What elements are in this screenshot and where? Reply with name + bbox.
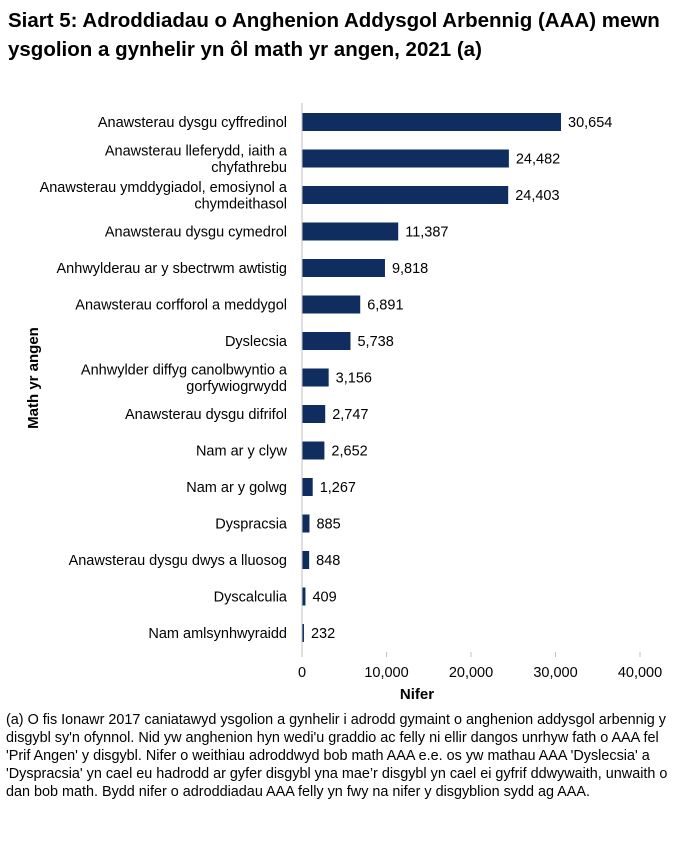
bar [302, 222, 399, 241]
value-label: 1,267 [320, 480, 356, 496]
value-label: 848 [316, 553, 340, 569]
value-label: 6,891 [367, 298, 403, 314]
chart-title: Siart 5: Adroddiadau o Anghenion Addysgo… [8, 9, 660, 61]
category-label: Anhwylder diffyg canolbwyntio a gorfywiog… [81, 362, 288, 395]
value-label: 2,652 [331, 444, 367, 460]
bar [302, 478, 313, 496]
category-label: Anhwylderau ar y sbectrwm awtistig [57, 261, 287, 277]
x-tick-label: 40,000 [618, 665, 662, 681]
bar [302, 587, 306, 606]
x-tick-label: 20,000 [449, 665, 493, 681]
x-tick-label: 30,000 [533, 665, 577, 681]
category-label: Dyspracsia [215, 517, 288, 533]
category-label: Dyscalculia [214, 590, 288, 606]
bar [302, 295, 361, 314]
value-label: 232 [311, 626, 335, 642]
category-label-line: Dyspracsia [215, 517, 288, 533]
bar [302, 405, 326, 423]
bar [302, 368, 329, 387]
bars-layer [302, 113, 562, 642]
bar [302, 186, 509, 204]
category-label: Anawsterau dysgu cyffredinol [98, 115, 287, 131]
category-label-line: Nam ar y golwg [186, 480, 287, 496]
value-label: 409 [312, 590, 336, 606]
category-label-line: Anawsterau dysgu difrifol [125, 407, 287, 423]
bar [302, 332, 351, 350]
category-label: Anawsterau lleferydd, iaith a chyfathrebu [105, 143, 288, 176]
category-label-line: gorfywiogrwydd [186, 379, 287, 395]
category-label-line: Nam amlsynhwyraidd [148, 626, 287, 642]
bar [302, 259, 385, 277]
bar [302, 149, 509, 168]
category-label: Nam ar y clyw [196, 444, 288, 460]
bar [302, 551, 310, 569]
bar [302, 514, 310, 533]
value-label: 5,738 [357, 334, 393, 350]
value-label: 24,403 [515, 188, 559, 204]
category-label: Anawsterau dysgu cymedrol [105, 225, 287, 241]
value-label: 2,747 [332, 407, 368, 423]
category-label: Nam ar y golwg [186, 480, 287, 496]
value-label: 24,482 [516, 152, 560, 168]
category-label: Nam amlsynhwyraidd [148, 626, 287, 642]
bar [302, 113, 562, 131]
category-label-line: Anhwylder diffyg canolbwyntio a [81, 362, 288, 378]
x-tick-label: 10,000 [364, 665, 408, 681]
value-label: 9,818 [392, 261, 428, 277]
category-label-line: Anawsterau dysgu cyffredinol [98, 115, 287, 131]
category-label: Anawsterau dysgu difrifol [125, 407, 287, 423]
category-label-line: Anawsterau dysgu dwys a lluosog [69, 553, 287, 569]
y-axis-title: Math yr angen [25, 327, 42, 429]
value-label: 3,156 [336, 371, 372, 387]
value-label: 30,654 [568, 115, 612, 131]
category-label: Dyslecsia [225, 334, 288, 350]
category-label: Anawsterau corfforol a meddygol [75, 298, 287, 314]
category-label: Anawsterau dysgu dwys a lluosog [69, 553, 287, 569]
x-axis-title: Nifer [400, 686, 434, 703]
footnote: (a) O fis Ionawr 2017 caniatawyd ysgolio… [6, 712, 668, 800]
bar-chart: Anawsterau dysgu cyffredinol Anawsterau l… [25, 103, 662, 703]
bar [302, 624, 304, 642]
category-label-line: chymdeithasol [194, 196, 287, 212]
bar [302, 441, 325, 460]
category-labels: Anawsterau dysgu cyffredinol Anawsterau l… [40, 115, 288, 642]
category-label-line: Anawsterau lleferydd, iaith a [105, 143, 288, 159]
category-label: Anawsterau ymddygiadol, emosiynol a chymd… [40, 180, 288, 213]
x-axis-ticks: 0 10,000 20,000 30,000 40,000 [298, 103, 662, 681]
category-label-line: Nam ar y clyw [196, 444, 288, 460]
value-label: 885 [316, 517, 340, 533]
value-labels: 30,654 24,482 24,403 11,387 9,818 6,891 5,738 3… [311, 115, 612, 642]
category-label-line: Anawsterau dysgu cymedrol [105, 225, 287, 241]
category-label-line: Anawsterau corfforol a meddygol [75, 298, 287, 314]
category-label-line: Dyslecsia [225, 334, 288, 350]
x-tick-label: 0 [298, 665, 306, 681]
category-label-line: Anawsterau ymddygiadol, emosiynol a [40, 180, 288, 196]
category-label-line: chyfathrebu [211, 160, 287, 176]
category-label-line: Anhwylderau ar y sbectrwm awtistig [57, 261, 287, 277]
value-label: 11,387 [405, 225, 448, 241]
category-label-line: Dyscalculia [214, 590, 288, 606]
